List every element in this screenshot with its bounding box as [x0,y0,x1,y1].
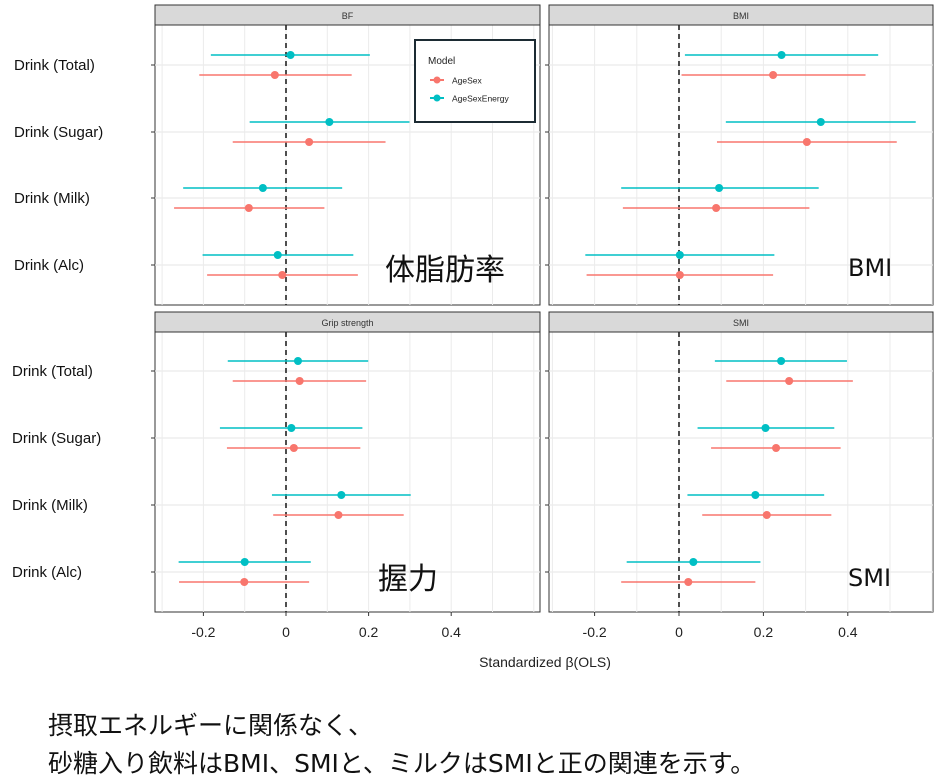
panel-background [548,331,934,613]
panel-strip [154,311,541,333]
panel-title: SMI [733,318,749,328]
y-tick-label: Drink (Total) [12,363,93,380]
point-AgeSex [684,578,693,586]
panel-annotation: 握力 [378,562,438,597]
point-AgeSexEnergy [777,357,786,365]
point-AgeSex [295,377,304,385]
panel-annotation: SMI [848,564,891,592]
point-AgeSexEnergy [240,558,249,566]
legend-key-point [433,94,441,102]
panel-title: BF [342,11,354,21]
panel-annotation: 体脂肪率 [385,253,505,288]
point-AgeSex [244,204,253,212]
panel-background [154,331,541,613]
panel-title: BMI [733,11,749,21]
y-tick-label: Drink (Milk) [14,190,90,207]
x-tick-label: 0.2 [359,624,379,640]
point-AgeSex [305,138,314,146]
point-AgeSex [289,444,298,452]
legend-title: Model [428,56,455,67]
point-AgeSex [712,204,721,212]
panel-title: Grip strength [321,318,373,328]
point-AgeSexEnergy [816,118,825,126]
x-tick-label: 0.4 [838,624,858,640]
point-AgeSex [769,71,778,79]
panel-strip [548,311,934,333]
point-AgeSex [240,578,249,586]
point-AgeSexEnergy [777,51,786,59]
y-tick-label: Drink (Sugar) [14,124,103,141]
point-AgeSex [334,511,343,519]
panel-strip [548,4,934,26]
point-AgeSexEnergy [675,251,684,259]
point-AgeSexEnergy [287,424,296,432]
point-AgeSex [762,511,771,519]
point-AgeSex [278,271,287,279]
point-AgeSex [270,71,279,79]
point-AgeSex [785,377,794,385]
x-tick-label: -0.2 [191,624,215,640]
point-AgeSexEnergy [761,424,770,432]
caption-line-2: 砂糖入り飲料はBMI、SMIと、ミルクはSMIと正の関連を示す。 [48,749,756,778]
legend-key-point [433,76,441,84]
caption-line-1: 摂取エネルギーに関係なく、 [48,711,374,740]
y-tick-label: Drink (Alc) [14,257,84,274]
point-AgeSex [675,271,684,279]
y-tick-label: Drink (Milk) [12,497,88,514]
point-AgeSexEnergy [286,51,295,59]
point-AgeSex [772,444,781,452]
legend-entry: AgeSexEnergy [452,94,509,104]
point-AgeSexEnergy [337,491,346,499]
y-tick-label: Drink (Total) [14,57,95,74]
x-tick-label: 0 [675,624,683,640]
x-tick-label: 0 [282,624,290,640]
point-AgeSexEnergy [293,357,302,365]
panel-annotation: BMI [848,254,892,282]
y-tick-label: Drink (Alc) [12,564,82,581]
point-AgeSexEnergy [258,184,267,192]
point-AgeSex [802,138,811,146]
point-AgeSexEnergy [751,491,760,499]
y-tick-label: Drink (Sugar) [12,430,101,447]
x-tick-label: 0.4 [441,624,461,640]
x-axis-label: Standardized β(OLS) [479,654,611,670]
legend-entry: AgeSex [452,76,483,86]
x-tick-label: -0.2 [583,624,607,640]
point-AgeSexEnergy [689,558,698,566]
point-AgeSexEnergy [325,118,334,126]
point-AgeSexEnergy [715,184,724,192]
point-AgeSexEnergy [273,251,282,259]
panel-strip [154,4,541,26]
x-tick-label: 0.2 [754,624,774,640]
